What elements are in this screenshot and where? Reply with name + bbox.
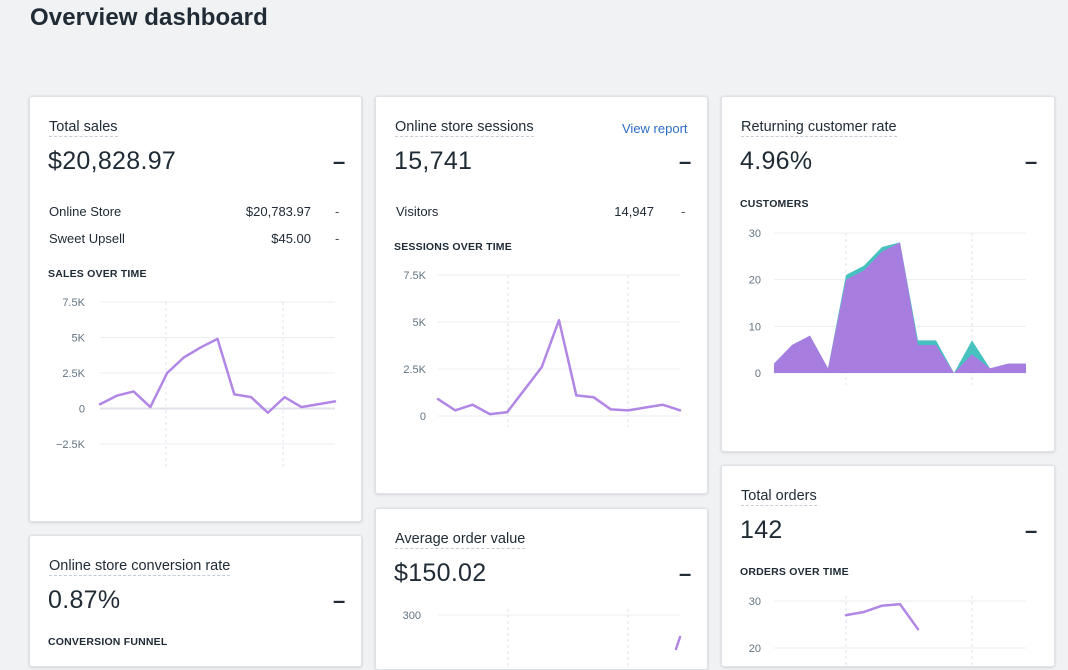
online-store-label: Online Store	[49, 204, 122, 219]
page-title: Overview dashboard	[30, 4, 268, 31]
online-store-dash: -	[335, 204, 340, 219]
returning-value: 4.96%	[740, 147, 813, 175]
aov-dash: –	[679, 561, 692, 586]
orders-line	[844, 602, 920, 631]
conversion-chart-label: CONVERSION FUNNEL	[48, 636, 168, 648]
sales-tick-label: 5K	[72, 333, 86, 345]
sessions-chart-label: SESSIONS OVER TIME	[394, 241, 512, 253]
conversion-card: Online store conversion rate 0.87% – CON…	[29, 535, 362, 667]
sessions-tick-label: 7.5K	[403, 270, 426, 282]
sales-tick-label: 7.5K	[62, 297, 85, 309]
sessions-tick-label: 2.5K	[403, 364, 426, 376]
aov-title[interactable]: Average order value	[395, 531, 526, 549]
sales-tick-label: 0	[79, 404, 85, 416]
total-sales-dash: –	[333, 149, 346, 174]
orders-tick-label: 30	[749, 596, 761, 608]
sessions-over-time-chart: 7.5K 5K 2.5K 0	[403, 270, 682, 427]
conversion-value: 0.87%	[48, 586, 121, 614]
orders-value: 142	[740, 516, 783, 544]
aov-value: $150.02	[394, 559, 487, 587]
sweet-upsell-value: $45.00	[271, 231, 311, 246]
customers-area-series-2	[774, 242, 1026, 373]
sales-tick-label: 2.5K	[62, 368, 85, 380]
returning-dash: –	[1025, 149, 1038, 174]
sessions-dash: –	[679, 149, 692, 174]
orders-over-time-chart: 30 20	[749, 596, 1026, 666]
sessions-value: 15,741	[394, 147, 473, 175]
total-sales-title[interactable]: Total sales	[49, 119, 118, 137]
sessions-tick-label: 0	[420, 411, 426, 423]
aov-card: Average order value $150.02 – 300	[375, 508, 708, 670]
returning-title[interactable]: Returning customer rate	[741, 119, 897, 137]
customers-tick-label: 20	[749, 275, 761, 287]
sessions-tick-label: 5K	[413, 317, 427, 329]
sales-line	[98, 337, 337, 415]
orders-title[interactable]: Total orders	[741, 488, 817, 506]
sales-tick-label: −2.5K	[56, 439, 86, 451]
orders-tick-label: 20	[749, 643, 761, 655]
orders-dash: –	[1025, 518, 1038, 543]
sessions-card: Online store sessions View report 15,741…	[375, 96, 708, 494]
returning-card: Returning customer rate 4.96% – CUSTOMER…	[721, 96, 1055, 452]
visitors-value: 14,947	[614, 204, 654, 219]
online-store-value: $20,783.97	[245, 204, 311, 219]
total-sales-value: $20,828.97	[48, 147, 177, 175]
aov-line	[674, 635, 682, 651]
sales-chart-label: SALES OVER TIME	[48, 268, 147, 280]
customers-tick-label: 30	[749, 228, 761, 240]
aov-tick-label: 300	[403, 610, 421, 622]
view-report-link[interactable]: View report	[622, 121, 688, 136]
sweet-upsell-dash: -	[335, 231, 340, 246]
sessions-line	[436, 318, 682, 416]
sessions-title[interactable]: Online store sessions	[395, 119, 534, 137]
visitors-dash: -	[681, 204, 686, 219]
total-sales-card: Total sales $20,828.97 – Online Store $2…	[29, 96, 362, 522]
orders-chart-label: ORDERS OVER TIME	[740, 566, 849, 578]
orders-card: Total orders 142 – ORDERS OVER TIME 30 20	[721, 465, 1055, 667]
aov-chart: 300	[403, 609, 682, 669]
customers-tick-label: 0	[755, 368, 761, 380]
customers-chart-label: CUSTOMERS	[740, 198, 809, 210]
conversion-title[interactable]: Online store conversion rate	[49, 558, 231, 576]
customers-tick-label: 10	[749, 321, 761, 333]
sales-over-time-chart: 7.5K 5K 2.5K 0 −2.5K	[56, 297, 337, 470]
sweet-upsell-label: Sweet Upsell	[49, 231, 125, 246]
customers-chart: 30 20 10 0	[749, 228, 1026, 385]
conversion-dash: –	[333, 588, 346, 613]
visitors-label: Visitors	[396, 204, 439, 219]
